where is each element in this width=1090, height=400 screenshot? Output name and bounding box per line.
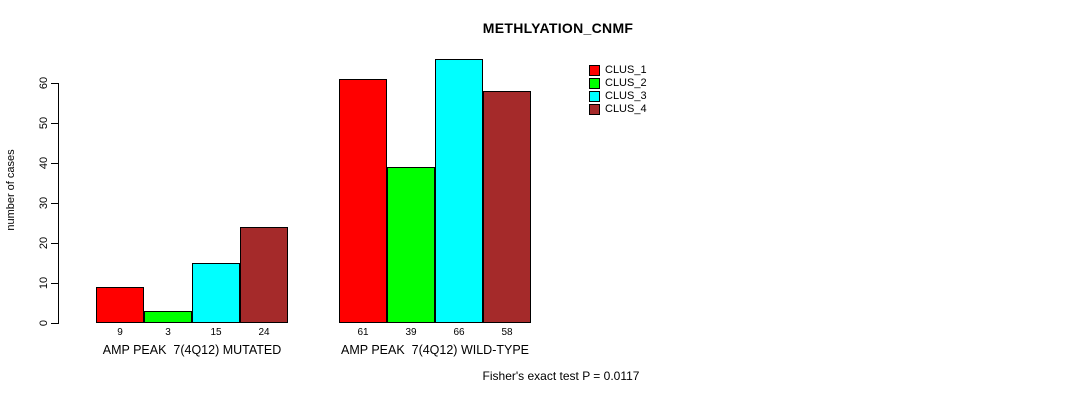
y-axis-line xyxy=(58,83,59,324)
legend-item-clus_1: CLUS_1 xyxy=(589,64,647,77)
y-axis-tick xyxy=(51,83,58,84)
y-axis-tick xyxy=(51,283,58,284)
bar-clus_3-group2 xyxy=(435,59,483,323)
legend-item-label: CLUS_1 xyxy=(605,64,647,76)
group-label: AMP PEAK 7(4Q12) WILD-TYPE xyxy=(340,343,530,357)
bar-clus_4-group2 xyxy=(483,91,531,323)
bar-value-label: 39 xyxy=(405,327,417,338)
bar-value-label: 66 xyxy=(453,327,465,338)
bar-value-label: 15 xyxy=(210,327,222,338)
bar-clus_3-group1 xyxy=(192,263,240,323)
bar-value-label: 58 xyxy=(501,327,513,338)
bar-clus_2-group1 xyxy=(144,311,192,323)
bar-clus_4-group1 xyxy=(240,227,288,323)
y-axis-tick-label: 30 xyxy=(38,196,50,210)
y-axis-tick xyxy=(51,323,58,324)
chart-title: METHLYATION_CNMF xyxy=(482,20,634,36)
bar-clus_1-group1 xyxy=(96,287,144,323)
bar-clus_2-group2 xyxy=(387,167,435,323)
y-axis-tick-label: 60 xyxy=(38,76,50,90)
legend-swatch-icon xyxy=(589,91,600,102)
legend: CLUS_1 CLUS_2 CLUS_3 CLUS_4 xyxy=(589,64,647,116)
legend-swatch-icon xyxy=(589,78,600,89)
legend-item-clus_3: CLUS_3 xyxy=(589,90,647,103)
y-axis-tick xyxy=(51,163,58,164)
y-axis-tick-label: 0 xyxy=(38,319,50,327)
legend-item-clus_2: CLUS_2 xyxy=(589,77,647,90)
y-axis-tick-label: 20 xyxy=(38,236,50,250)
bar-value-label: 24 xyxy=(258,327,270,338)
legend-item-clus_4: CLUS_4 xyxy=(589,103,647,116)
legend-swatch-icon xyxy=(589,65,600,76)
y-axis-tick-label: 40 xyxy=(38,156,50,170)
y-axis-tick xyxy=(51,123,58,124)
y-axis-label: number of cases xyxy=(5,149,17,231)
bar-value-label: 61 xyxy=(357,327,369,338)
legend-item-label: CLUS_3 xyxy=(605,90,647,102)
legend-item-label: CLUS_2 xyxy=(605,77,647,89)
y-axis-tick xyxy=(51,243,58,244)
bar-value-label: 9 xyxy=(117,327,123,338)
bar-value-label: 3 xyxy=(165,327,171,338)
bar-clus_1-group2 xyxy=(339,79,387,323)
legend-item-label: CLUS_4 xyxy=(605,103,647,115)
y-axis-tick xyxy=(51,203,58,204)
y-axis-tick-label: 50 xyxy=(38,116,50,130)
legend-swatch-icon xyxy=(589,104,600,115)
y-axis-tick-label: 10 xyxy=(38,276,50,290)
group-label: AMP PEAK 7(4Q12) MUTATED xyxy=(102,343,282,357)
annotation-text: Fisher's exact test P = 0.0117 xyxy=(482,369,640,383)
